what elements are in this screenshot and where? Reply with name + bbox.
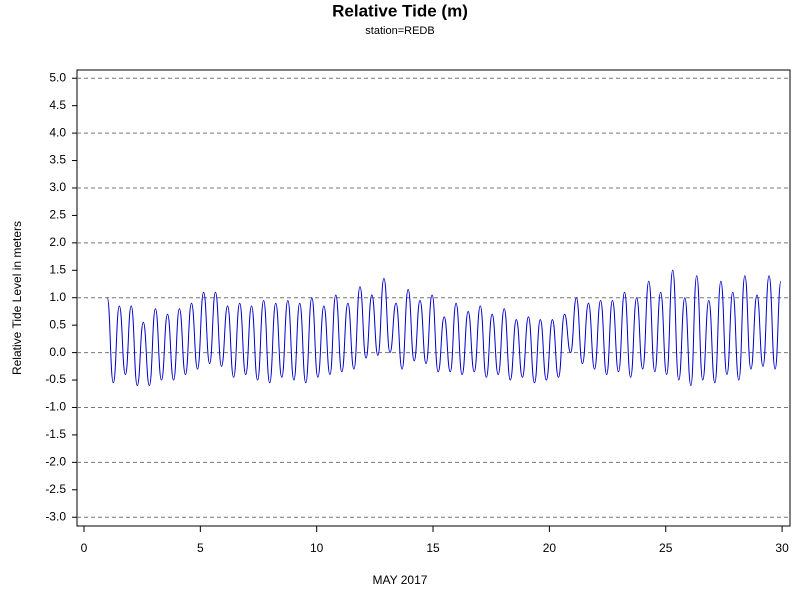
y-tick-label: -2.0 xyxy=(45,455,66,469)
y-tick-label: -1.5 xyxy=(45,427,66,441)
y-axis-label: Relative Tide Level in meters xyxy=(10,221,24,375)
y-tick-label: 5.0 xyxy=(49,70,66,84)
x-tick-label: 25 xyxy=(659,541,673,555)
y-tick-label: -0.5 xyxy=(45,372,66,386)
x-tick-label: 10 xyxy=(310,541,324,555)
y-tick-label: 2.5 xyxy=(49,208,66,222)
y-tick-label: 4.0 xyxy=(49,125,66,139)
y-tick-label: 4.5 xyxy=(49,98,66,112)
y-tick-label: 3.5 xyxy=(49,153,66,167)
y-tick-label: -2.5 xyxy=(45,482,66,496)
chart-title: Relative Tide (m) xyxy=(332,1,468,20)
y-tick-label: 1.5 xyxy=(49,262,66,276)
x-tick-label: 0 xyxy=(81,541,88,555)
x-tick-label: 20 xyxy=(543,541,557,555)
y-tick-label: 2.0 xyxy=(49,235,66,249)
y-tick-label: 3.0 xyxy=(49,180,66,194)
x-tick-label: 30 xyxy=(775,541,789,555)
x-axis-label: MAY 2017 xyxy=(373,573,428,587)
y-tick-label: -3.0 xyxy=(45,509,66,523)
x-tick-label: 5 xyxy=(197,541,204,555)
y-tick-label: -1.0 xyxy=(45,400,66,414)
y-tick-label: 1.0 xyxy=(49,290,66,304)
y-tick-label: 0.0 xyxy=(49,345,66,359)
x-tick-label: 15 xyxy=(426,541,440,555)
y-tick-label: 0.5 xyxy=(49,317,66,331)
chart-subtitle: station=REDB xyxy=(365,25,434,37)
tide-line xyxy=(106,269,782,387)
